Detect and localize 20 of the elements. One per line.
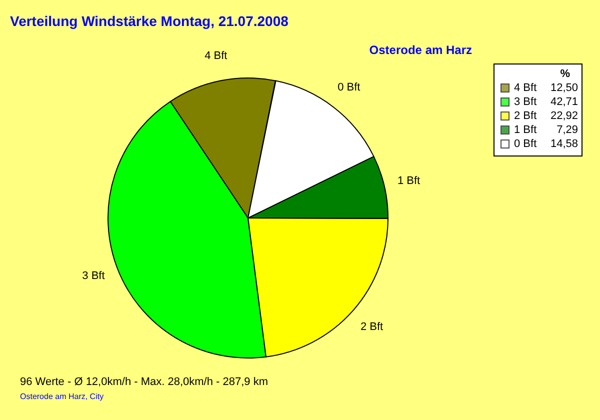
slice-label: 2 Bft bbox=[360, 321, 384, 334]
chart-title: Verteilung Windstärke Montag, 21.07.2008 bbox=[10, 13, 289, 29]
data-label: 7,29 bbox=[556, 124, 578, 136]
legend-label: 3 Bft bbox=[514, 96, 537, 108]
data-label: 14,58 bbox=[550, 138, 578, 150]
legend-label: 2 Bft bbox=[514, 110, 537, 122]
data-label: 12,50 bbox=[550, 82, 578, 94]
data-label: 22,92 bbox=[550, 110, 578, 122]
slice-label: 4 Bft bbox=[204, 50, 228, 62]
legend-label: 1 Bft bbox=[514, 124, 537, 136]
slice-label: 3 Bft bbox=[82, 270, 105, 282]
legend-title: % bbox=[560, 68, 570, 80]
slice-label: 0 Bft bbox=[338, 81, 360, 94]
text: Osterode am Harz, City bbox=[20, 392, 104, 401]
data-label: 42,71 bbox=[550, 96, 578, 108]
legend-label: 4 Bft bbox=[514, 82, 537, 94]
text: 96 Werte - Ø 12,0km/h - Max. 28,0km/h - 287,9 km bbox=[20, 376, 268, 388]
legend-label: 0 Bft bbox=[514, 138, 537, 150]
chart-subtitle: Osterode am Harz bbox=[369, 43, 472, 57]
slice-label: 1 Bft bbox=[397, 174, 420, 187]
